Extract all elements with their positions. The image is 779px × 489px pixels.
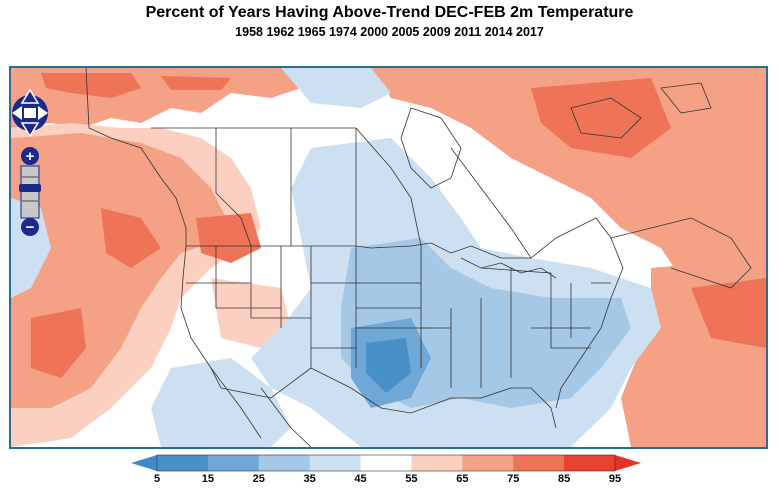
- legend-outline: [156, 454, 616, 472]
- mexico-border: [220, 367, 312, 447]
- zoom-tick-3: [22, 200, 38, 202]
- hudson-bay: [400, 107, 462, 189]
- zoom-in-label: +: [26, 148, 35, 165]
- legend-swatch: [411, 455, 463, 471]
- us-canada-border: [185, 217, 624, 269]
- legend-labels: 5 15 25 35 45 55 65 75 85 95: [0, 473, 779, 489]
- legend-tick-label: 65: [456, 473, 469, 485]
- legend-swatch: [564, 455, 616, 471]
- legend-tick-label: 95: [608, 473, 622, 485]
- zoom-control[interactable]: + −: [17, 146, 43, 238]
- legend-swatch: [258, 455, 311, 471]
- manitoba-ontario-border: [355, 127, 422, 247]
- great-lakes: [460, 257, 557, 279]
- zoom-slider-handle: [19, 184, 41, 192]
- bc-alberta-border: [215, 128, 252, 247]
- map-frame[interactable]: [9, 66, 768, 449]
- legend-swatch: [462, 455, 514, 471]
- cool-region-mexico: [151, 358, 291, 447]
- legend-tick-label: 25: [252, 473, 265, 485]
- legend-tick-label: 75: [507, 473, 520, 485]
- cool-region-arctic: [281, 68, 391, 108]
- baja: [210, 367, 262, 439]
- pan-up-arrow-icon: [20, 88, 40, 104]
- zoom-control-graphic[interactable]: + −: [17, 146, 43, 238]
- legend-colorbar: [131, 454, 641, 472]
- legend-swatch: [309, 455, 362, 471]
- warm-region-alaska-core: [41, 73, 141, 98]
- legend-tick-label: 45: [354, 473, 367, 485]
- zoom-out-button: [21, 218, 39, 236]
- northern-islands: [570, 82, 712, 139]
- cool-region-texas-core: [366, 338, 411, 393]
- legend-swatches: [157, 455, 616, 471]
- gulf-coast: [310, 367, 557, 429]
- atlantic-coast: [555, 267, 624, 409]
- state-lines-central: [310, 246, 431, 368]
- legend-swatch: [157, 455, 209, 471]
- us-west-coast: [180, 245, 222, 389]
- warm-region-northeast-core: [531, 78, 671, 158]
- legend-swatch: [207, 455, 260, 471]
- legend-arrow-low: [131, 455, 157, 471]
- warm-region-pacific-core2: [31, 308, 86, 378]
- state-lines-south: [310, 298, 512, 388]
- legend-tick-label: 85: [557, 473, 571, 485]
- cool-region-west-coast: [11, 198, 51, 298]
- warm-region-pacific-core: [101, 208, 161, 268]
- zoom-out-label: −: [26, 219, 35, 236]
- zoom-in-button: [21, 147, 39, 165]
- map-title: Percent of Years Having Above-Trend DEC-…: [145, 4, 634, 21]
- pan-left-arrow-icon: [12, 106, 22, 120]
- warm-region-alaska-core2: [161, 76, 231, 90]
- warm-region-bc: [196, 213, 261, 263]
- pan-control[interactable]: [10, 87, 50, 139]
- legend-swatch: [360, 455, 412, 471]
- cool-anomaly-layer: [11, 68, 661, 447]
- ontario-quebec-border: [450, 147, 532, 259]
- atlantic-canada: [610, 217, 752, 289]
- pan-center: [24, 108, 36, 118]
- legend-tick-label: 15: [201, 473, 214, 485]
- alaska-border: [85, 68, 187, 229]
- state-lines-west: [186, 246, 311, 328]
- temperature-map[interactable]: [11, 68, 766, 447]
- warm-region-atlantic-core: [691, 278, 766, 348]
- years-subtitle: 1958 1962 1965 1974 2000 2005 2009 2011 …: [235, 25, 544, 39]
- legend-tick-label: 5: [153, 473, 161, 485]
- legend-tick-label: 35: [303, 473, 316, 485]
- legend-tick-label: 55: [405, 473, 418, 485]
- legend-swatch: [513, 455, 565, 471]
- pan-down-arrow-icon: [20, 122, 40, 138]
- legend-arrow-high: [615, 455, 641, 471]
- zoom-tick-1: [22, 176, 38, 178]
- pan-right-arrow-icon: [38, 106, 48, 120]
- boundary-lines: [85, 68, 752, 447]
